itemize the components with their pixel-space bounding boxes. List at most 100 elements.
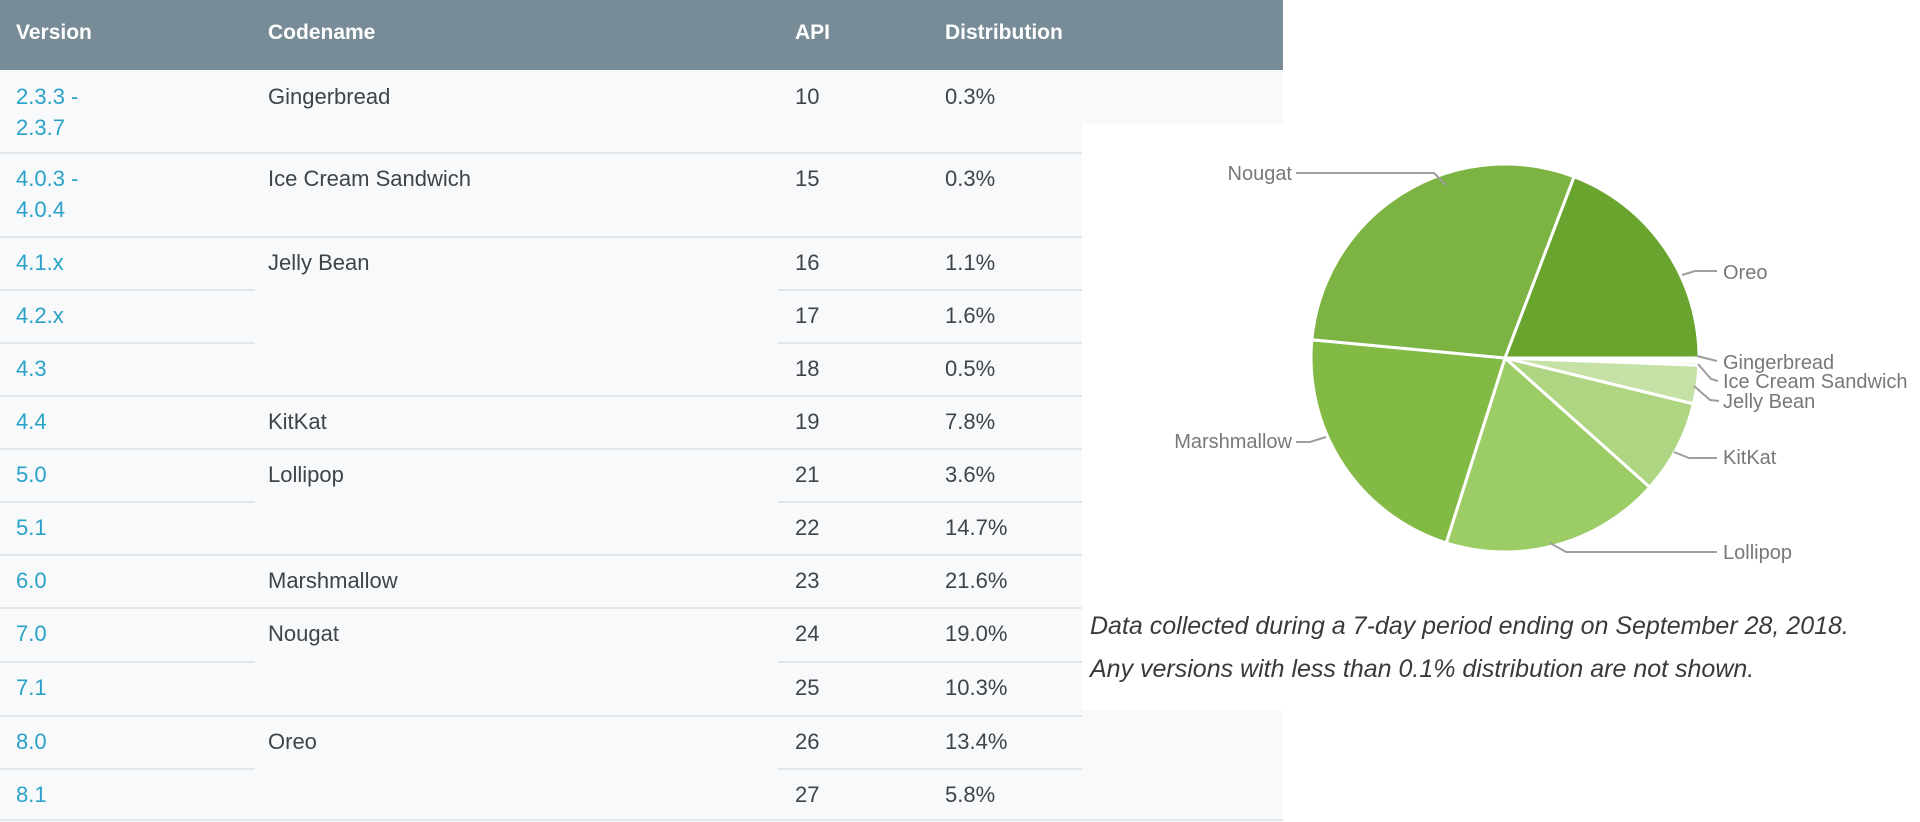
version-text: 4.1.x xyxy=(16,250,64,275)
pie-slice-kitkat xyxy=(1504,356,1696,490)
pie-slice-marshmallow xyxy=(1309,338,1507,545)
pie-label-lollipop: Lollipop xyxy=(1723,542,1792,564)
table-row: 7.1 25 10.3% xyxy=(0,661,1283,715)
distribution-cell: 0.5% xyxy=(945,356,996,381)
table-row: 7.0 Nougat 24 19.0% xyxy=(0,607,1283,661)
row-divider xyxy=(778,768,1082,770)
pie-label-oreo: Oreo xyxy=(1723,262,1768,284)
distribution-cell: 13.4% xyxy=(945,729,1008,754)
distribution-cell: 3.6% xyxy=(945,462,996,487)
version-link[interactable]: 7.0 xyxy=(16,618,47,649)
row-divider xyxy=(0,289,255,291)
api-cell: 15 xyxy=(795,166,820,191)
row-divider xyxy=(0,152,1082,154)
codename-cell: Ice Cream Sandwich xyxy=(268,166,471,191)
table-header: Version Codename API Distribution xyxy=(0,0,1283,70)
api-cell: 24 xyxy=(795,621,820,646)
row-divider xyxy=(0,715,1082,717)
row-divider xyxy=(0,448,1082,450)
row-divider xyxy=(0,661,255,663)
api-cell: 17 xyxy=(795,303,820,328)
pie-leader-gingerbread xyxy=(1696,355,1718,362)
distribution-cell: 1.6% xyxy=(945,303,996,328)
api-cell: 26 xyxy=(795,729,820,754)
version-text: 4.3 xyxy=(16,356,47,381)
row-divider xyxy=(778,289,1082,291)
distribution-cell: 14.7% xyxy=(945,515,1008,540)
version-link[interactable]: 4.4 xyxy=(16,406,47,437)
api-cell: 18 xyxy=(795,356,820,381)
table-row: 4.0.3 - 4.0.4 Ice Cream Sandwich 15 0.3% xyxy=(0,152,1283,236)
pie-leader-lollipop xyxy=(1549,542,1717,553)
column-header-api: API xyxy=(795,21,831,44)
pie-leader-nougat xyxy=(1296,172,1447,186)
codename-cell: KitKat xyxy=(268,409,327,434)
table-row: 4.1.x Jelly Bean 16 1.1% xyxy=(0,236,1283,289)
table-row: 6.0 Marshmallow 23 21.6% xyxy=(0,554,1283,607)
version-link[interactable]: 6.0 xyxy=(16,565,47,596)
row-divider xyxy=(778,661,1082,663)
codename-cell: Nougat xyxy=(268,621,339,646)
row-divider xyxy=(0,819,1283,821)
row-divider xyxy=(0,768,255,770)
api-cell: 22 xyxy=(795,515,820,540)
version-text: 6.0 xyxy=(16,568,47,593)
codename-cell: Marshmallow xyxy=(268,568,398,593)
pie-label-jelly-bean: Jelly Bean xyxy=(1723,391,1816,413)
api-cell: 16 xyxy=(795,250,820,275)
pie-leader-oreo xyxy=(1681,270,1717,276)
column-header-distribution: Distribution xyxy=(945,21,1063,44)
version-text: 8.1 xyxy=(16,782,47,807)
pie-slice-lollipop xyxy=(1444,355,1652,554)
distribution-cell: 0.3% xyxy=(945,84,996,109)
table-row: 4.3 18 0.5% xyxy=(0,342,1283,395)
distribution-cell: 7.8% xyxy=(945,409,996,434)
pie-leader-kitkat xyxy=(1673,451,1717,459)
table-row: 8.0 Oreo 26 13.4% xyxy=(0,715,1283,768)
version-link[interactable]: 4.2.x xyxy=(16,300,64,331)
table-row: 5.1 22 14.7% xyxy=(0,501,1283,554)
version-link[interactable]: 4.1.x xyxy=(16,247,64,278)
version-link[interactable]: 5.1 xyxy=(16,512,47,543)
pie-leader-marshmallow xyxy=(1296,436,1327,443)
pie-label-gingerbread: Gingerbread xyxy=(1723,352,1835,374)
version-link[interactable]: 8.1 xyxy=(16,779,47,810)
row-divider xyxy=(0,236,1082,238)
table-row: 4.4 KitKat 19 7.8% xyxy=(0,395,1283,448)
api-cell: 21 xyxy=(795,462,820,487)
version-link[interactable]: 4.3 xyxy=(16,353,47,384)
version-link[interactable]: 2.3.3 - 2.3.7 xyxy=(16,81,78,143)
table-row: 8.1 27 5.8% xyxy=(0,768,1283,821)
codename-cell: Oreo xyxy=(268,729,317,754)
api-cell: 23 xyxy=(795,568,820,593)
api-cell: 10 xyxy=(795,84,820,109)
version-text: 5.1 xyxy=(16,515,47,540)
version-text: 2.3.7 xyxy=(16,115,65,140)
pie-slice-nougat xyxy=(1310,162,1577,360)
column-header-codename: Codename xyxy=(268,21,376,44)
pie-label-ice-cream-sandwich: Ice Cream Sandwich xyxy=(1723,371,1908,393)
row-divider xyxy=(0,501,255,503)
version-text: 7.0 xyxy=(16,621,47,646)
chart-footnote: Data collected during a 7-day period end… xyxy=(1090,605,1849,691)
pie-slice-oreo xyxy=(1502,174,1701,360)
version-text: 4.0.4 xyxy=(16,197,65,222)
version-text: 4.2.x xyxy=(16,303,64,328)
version-link[interactable]: 4.0.3 - 4.0.4 xyxy=(16,163,78,225)
api-cell: 27 xyxy=(795,782,820,807)
distribution-cell: 0.3% xyxy=(945,166,996,191)
version-link[interactable]: 7.1 xyxy=(16,672,47,703)
distribution-cell: 1.1% xyxy=(945,250,996,275)
pie-label-kitkat: KitKat xyxy=(1723,447,1777,469)
row-divider xyxy=(0,554,1082,556)
api-cell: 25 xyxy=(795,675,820,700)
pie-leader-ice-cream-sandwich xyxy=(1697,363,1719,382)
version-link[interactable]: 8.0 xyxy=(16,726,47,757)
row-divider xyxy=(0,395,1082,397)
chart-card: Gingerbread Ice Cream Sandwich Jelly Bean K… xyxy=(1082,124,1920,710)
version-text: 8.0 xyxy=(16,729,47,754)
version-link[interactable]: 5.0 xyxy=(16,459,47,490)
codename-cell: Jelly Bean xyxy=(268,250,370,275)
column-header-version: Version xyxy=(16,21,92,44)
table-row: 4.2.x 17 1.6% xyxy=(0,289,1283,342)
